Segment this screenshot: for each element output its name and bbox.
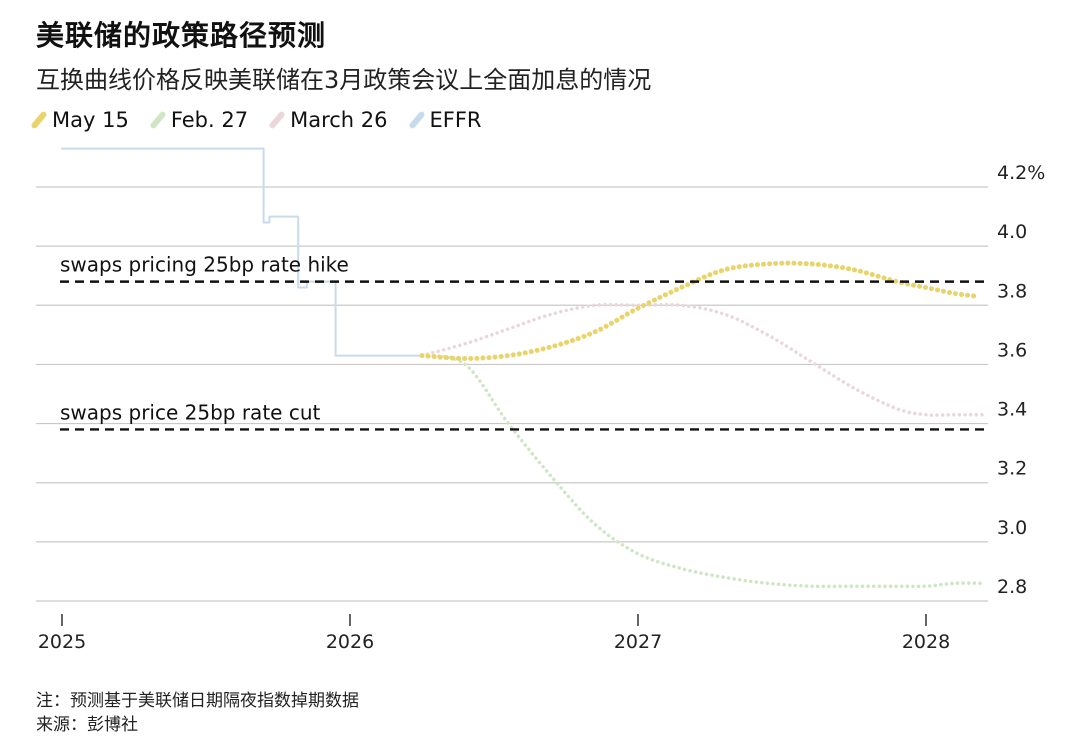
series-line-may-15 (419, 260, 981, 361)
legend-label-may-15: May 15 (52, 108, 129, 132)
y-tick-label: 2.8 (997, 576, 1027, 598)
legend-label-feb-27: Feb. 27 (170, 108, 249, 132)
y-tick-label: 4.2% (997, 162, 1045, 184)
x-tick-label: 2027 (614, 631, 662, 653)
series-line-feb-27 (420, 353, 986, 589)
x-tick-label: 2026 (326, 631, 374, 653)
y-tick-label: 4.0 (997, 221, 1027, 243)
legend-label-effr: EFFR (429, 108, 482, 132)
y-tick-label: 3.8 (997, 280, 1027, 302)
chart-title: 美联储的政策路径预测 (36, 19, 327, 52)
y-tick-label: 3.0 (997, 517, 1027, 539)
legend-item-may-15: May 15 (30, 108, 129, 132)
reference-line-label: swaps price 25bp rate cut (60, 400, 320, 424)
legend-item-feb-27: Feb. 27 (149, 108, 249, 132)
y-tick-label: 3.2 (997, 458, 1027, 480)
chart-subtitle: 互换曲线价格反映美联储在3月政策会议上全面加息的情况 (36, 66, 652, 94)
reference-line-label: swaps pricing 25bp rate hike (60, 253, 349, 277)
x-tick-label: 2028 (902, 631, 950, 653)
legend-label-march-26: March 26 (290, 108, 388, 132)
source-text: 来源：彭博社 (36, 715, 138, 735)
chart-notes: 注：预测基于美联储日期隔夜指数掉期数据 来源：彭博社 (36, 689, 359, 737)
legend: May 15 Feb. 27 March 26 EFFR (30, 108, 482, 132)
y-tick-label: 3.6 (997, 339, 1027, 361)
series-line-march-26 (420, 302, 986, 417)
legend-item-march-26: March 26 (268, 108, 388, 132)
legend-item-effr: EFFR (407, 108, 482, 132)
note-text: 注：预测基于美联储日期隔夜指数掉期数据 (36, 691, 359, 711)
x-tick-label: 2025 (38, 631, 86, 653)
y-tick-label: 3.4 (997, 399, 1027, 421)
